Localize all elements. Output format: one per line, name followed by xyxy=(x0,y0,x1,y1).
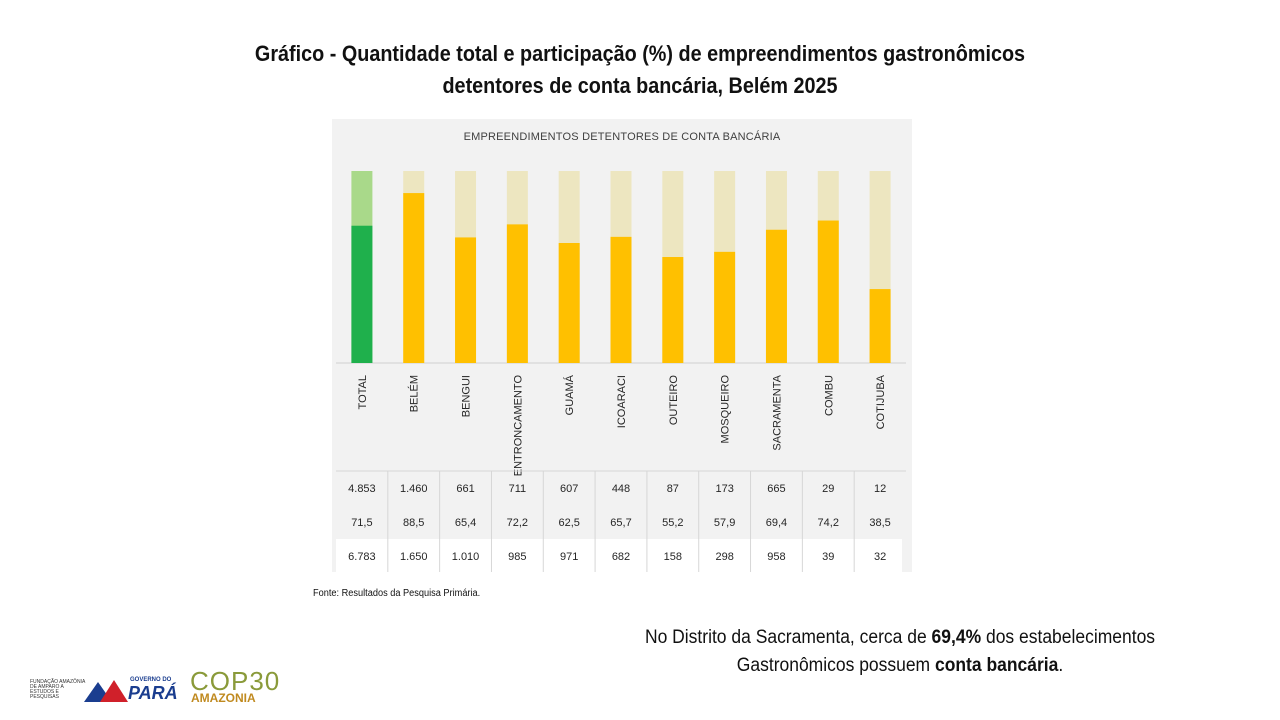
highlight-note: No Distrito da Sacramenta, cerca de 69,4… xyxy=(624,624,1176,680)
title-line-1: Gráfico - Quantidade total e participaçã… xyxy=(254,41,1026,66)
gov-label: GOVERNO DO xyxy=(130,677,172,683)
data-label: 958 xyxy=(767,551,785,563)
note-text-3: Gastronômicos possuem xyxy=(736,655,935,676)
data-label: 32 xyxy=(874,551,886,563)
x-tick-label: MOSQUEIRO xyxy=(720,375,732,444)
data-label: 665 xyxy=(767,483,785,495)
data-label: 4.853 xyxy=(348,483,376,495)
data-label: 971 xyxy=(560,551,578,563)
data-label: 65,4 xyxy=(455,517,476,529)
data-label: 69,4 xyxy=(766,517,787,529)
data-label: 29 xyxy=(822,483,834,495)
data-label: 38,5 xyxy=(869,517,890,529)
x-tick-label: GUAMÁ xyxy=(563,374,576,415)
data-label: 6.783 xyxy=(348,551,376,563)
x-tick-label: ICOARACI xyxy=(616,375,628,428)
chart-frame: EMPREENDIMENTOS DETENTORES DE CONTA BANC… xyxy=(332,119,912,572)
data-label: 55,2 xyxy=(662,517,683,529)
bar-chart: TOTAL BELÉM BENGUI ENTRONCAMENTO GUAMÁ ICOARA… xyxy=(336,171,906,572)
note-text-4: . xyxy=(1058,655,1064,676)
bar xyxy=(817,220,839,363)
title-line-2: detentores de conta bancária, Belém 2025 xyxy=(442,73,838,98)
data-label: 985 xyxy=(508,551,526,563)
data-label: 72,2 xyxy=(507,517,528,529)
bar xyxy=(765,229,787,363)
chart-title: EMPREENDIMENTOS DETENTORES DE CONTA BANC… xyxy=(463,131,781,143)
x-tick-label: TOTAL xyxy=(357,375,369,409)
data-label: 74,2 xyxy=(818,517,839,529)
para-label: PARÁ xyxy=(128,683,178,703)
data-label: 1.010 xyxy=(452,551,480,563)
bar xyxy=(714,251,736,363)
data-label: 298 xyxy=(715,551,733,563)
data-label: 1.460 xyxy=(400,483,428,495)
page-title: Gráfico - Quantidade total e participaçã… xyxy=(190,38,1090,102)
bar xyxy=(869,289,891,363)
cop30-logo: COP30 xyxy=(190,666,281,696)
data-label: 71,5 xyxy=(351,517,372,529)
data-label: 173 xyxy=(715,483,733,495)
note-text-2: dos estabelecimentos xyxy=(981,627,1156,648)
bar xyxy=(662,257,684,363)
table-row-band xyxy=(336,539,902,572)
bar xyxy=(506,224,528,363)
data-label: 607 xyxy=(560,483,578,495)
data-label: 711 xyxy=(509,483,527,495)
x-tick-label: BENGUI xyxy=(461,375,473,417)
bar xyxy=(351,225,373,363)
fapespa-logo: FUNDAÇÃO AMAZÔNIA DE AMPARO A ESTUDOS E … xyxy=(30,679,86,700)
data-label: 88,5 xyxy=(403,517,424,529)
x-tick-label: BELÉM xyxy=(408,375,421,412)
note-text-1: No Distrito da Sacramenta, cerca de xyxy=(644,627,932,648)
x-tick-label: COMBU xyxy=(823,375,835,416)
data-label: 448 xyxy=(612,483,630,495)
bar xyxy=(455,237,477,363)
amazonia-logo: AMAZONIA xyxy=(191,691,256,705)
data-label: 158 xyxy=(664,551,682,563)
x-tick-label: ENTRONCAMENTO xyxy=(512,375,524,477)
x-tick-label: COTIJUBA xyxy=(875,374,887,429)
data-label: 87 xyxy=(667,483,679,495)
para-flag-icon xyxy=(84,680,128,702)
bar xyxy=(403,193,425,363)
data-label: 661 xyxy=(456,483,474,495)
source-note: Fonte: Resultados da Pesquisa Primária. xyxy=(313,588,481,599)
data-label: 57,9 xyxy=(714,517,735,529)
note-bold-2: conta bancária xyxy=(934,655,1059,676)
data-label: 682 xyxy=(612,551,630,563)
data-label: 62,5 xyxy=(558,517,579,529)
x-tick-label: OUTEIRO xyxy=(668,375,680,426)
data-label: 12 xyxy=(874,483,886,495)
data-label: 1.650 xyxy=(400,551,428,563)
bar xyxy=(558,243,580,363)
note-bold-1: 69,4% xyxy=(931,627,982,648)
data-label: 39 xyxy=(822,551,834,563)
x-tick-label: SACRAMENTA xyxy=(771,374,783,450)
bar xyxy=(610,236,632,363)
data-label: 65,7 xyxy=(610,517,631,529)
